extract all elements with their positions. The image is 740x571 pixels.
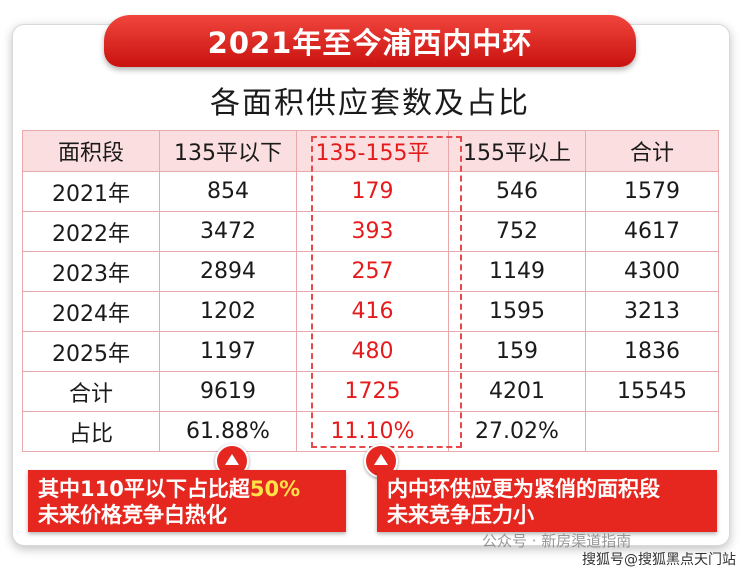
row-label: 2022年 — [22, 211, 160, 252]
table-cell: 27.02% — [448, 411, 586, 452]
table-cell: 854 — [159, 171, 297, 212]
table-cell: 480 — [296, 331, 449, 372]
table-row: 2021年 854 179 546 1579 — [22, 171, 719, 212]
table-cell — [585, 411, 719, 452]
table-cell: 1149 — [448, 251, 586, 292]
table-cell: 1197 — [159, 331, 297, 372]
table-cell: 3213 — [585, 291, 719, 332]
table-cell: 4300 — [585, 251, 719, 292]
row-label: 2021年 — [22, 171, 160, 212]
col-header-135-155: 135-155平 — [296, 130, 449, 172]
page-title: 2021年至今浦西内中环 — [207, 26, 533, 60]
table-cell: 1725 — [296, 371, 449, 412]
note-right-line2: 未来竞争压力小 — [387, 503, 534, 527]
note-right: 内中环供应更为紧俏的面积段 未来竞争压力小 — [377, 470, 717, 532]
title-banner: 2021年至今浦西内中环 — [104, 15, 636, 67]
row-label: 2023年 — [22, 251, 160, 292]
note-left-text: 其中110平以下占比超 — [38, 477, 250, 501]
note-left: 其中110平以下占比超50% 未来价格竞争白热化 — [28, 470, 346, 532]
table-row: 合计 9619 1725 4201 15545 — [22, 371, 719, 412]
table-cell: 1595 — [448, 291, 586, 332]
table-cell: 546 — [448, 171, 586, 212]
table-cell: 416 — [296, 291, 449, 332]
col-header-total: 合计 — [585, 130, 719, 172]
table-row: 占比 61.88% 11.10% 27.02% — [22, 411, 719, 452]
supply-table: 面积段 135平以下 135-155平 155平以上 合计 2021年 854 17… — [22, 130, 719, 452]
table-cell: 4617 — [585, 211, 719, 252]
table-cell: 9619 — [159, 371, 297, 412]
table-cell: 159 — [448, 331, 586, 372]
page-subtitle: 各面积供应套数及占比 — [210, 86, 530, 121]
row-label: 占比 — [22, 411, 160, 452]
table-row: 2022年 3472 393 752 4617 — [22, 211, 719, 252]
table-cell: 752 — [448, 211, 586, 252]
note-left-line2: 未来价格竞争白热化 — [38, 503, 227, 527]
table-header-row: 面积段 135平以下 135-155平 155平以上 合计 — [22, 130, 719, 172]
col-header-over-155: 155平以上 — [448, 130, 586, 172]
table-cell: 179 — [296, 171, 449, 212]
table-cell: 1836 — [585, 331, 719, 372]
watermark: 公众号 · 新房渠道指南 — [482, 532, 632, 550]
note-left-line1: 其中110平以下占比超50% — [38, 476, 336, 502]
row-label: 2024年 — [22, 291, 160, 332]
table-cell: 3472 — [159, 211, 297, 252]
table-cell: 1202 — [159, 291, 297, 332]
col-header-under-135: 135平以下 — [159, 130, 297, 172]
table-cell: 393 — [296, 211, 449, 252]
col-header-area: 面积段 — [22, 130, 160, 172]
table-cell: 4201 — [448, 371, 586, 412]
row-label: 2025年 — [22, 331, 160, 372]
table-row: 2024年 1202 416 1595 3213 — [22, 291, 719, 332]
table-cell: 61.88% — [159, 411, 297, 452]
source-credit: 搜狐号@搜狐黑点天门站 — [582, 552, 736, 568]
table-cell: 257 — [296, 251, 449, 292]
table-cell: 15545 — [585, 371, 719, 412]
note-left-emphasis: 50% — [249, 477, 301, 501]
table-cell: 1579 — [585, 171, 719, 212]
table-row: 2025年 1197 480 159 1836 — [22, 331, 719, 372]
table-row: 2023年 2894 257 1149 4300 — [22, 251, 719, 292]
row-label: 合计 — [22, 371, 160, 412]
table-cell: 2894 — [159, 251, 297, 292]
note-right-line1: 内中环供应更为紧俏的面积段 — [387, 477, 660, 501]
